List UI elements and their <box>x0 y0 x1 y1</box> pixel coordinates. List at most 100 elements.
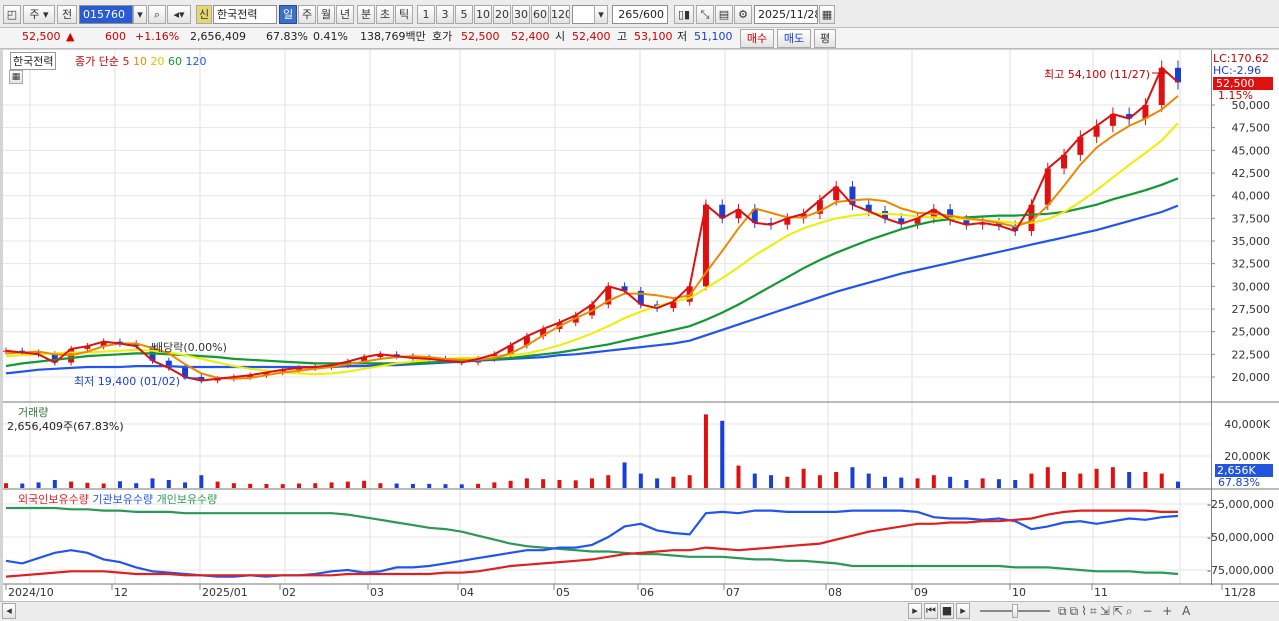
ma120-line <box>5 204 1179 375</box>
price-tick-label: 32,500 <box>1232 258 1271 271</box>
volume-bar <box>52 480 57 488</box>
candle-body <box>1109 114 1116 126</box>
volume-bar <box>703 414 708 488</box>
volume-bar <box>850 467 855 488</box>
volume-bar <box>1176 481 1180 488</box>
period-month[interactable]: 월 <box>317 5 335 24</box>
open-price: 52,400 <box>572 30 611 43</box>
stock-chart[interactable]: 20,000 22,500 25,000 27,500 30,000 32,500 35,0… <box>0 50 1279 601</box>
multiplier-30[interactable]: 30 <box>512 5 530 24</box>
stop-icon[interactable]: ■ <box>940 603 954 619</box>
candle-body <box>963 220 970 225</box>
candle-body <box>702 204 709 287</box>
x-tick-label: 04 <box>460 586 474 599</box>
ma10-label: 10 <box>132 55 147 68</box>
custom-period-dropdown-icon[interactable]: ▾ <box>594 5 608 24</box>
period-year[interactable]: 년 <box>336 5 354 24</box>
period-day[interactable]: 일 <box>279 5 297 24</box>
play-icon[interactable]: ▸ <box>956 603 970 619</box>
volume-bar <box>36 482 41 488</box>
code-type-select[interactable]: 주 ▾ <box>23 5 55 24</box>
volume-bar <box>1143 472 1148 488</box>
candle-body <box>540 328 547 337</box>
market-prefix-button[interactable]: 전 <box>57 5 77 24</box>
volume-bar <box>557 480 562 488</box>
volume-bar <box>1159 473 1164 488</box>
volume-bar <box>1013 480 1018 488</box>
period-minute[interactable]: 분 <box>357 5 375 24</box>
search-icon[interactable]: ⌕ <box>148 5 166 24</box>
current-price: 52,500 <box>22 30 61 43</box>
zoom-slider-handle[interactable] <box>1012 604 1018 618</box>
ask-price-1: 52,500 <box>461 30 500 43</box>
window-menu-icon[interactable]: ◰ <box>3 5 21 24</box>
volume-bar <box>817 475 822 488</box>
date-input[interactable]: 2025/11/28 <box>754 5 818 24</box>
candle-body <box>1012 225 1019 232</box>
individual-holding-label: 개인보유수량 <box>156 493 218 506</box>
price-tick-label: 50,000 <box>1232 99 1271 112</box>
bar-count-field[interactable]: 265/600 <box>612 5 668 24</box>
volume-bar <box>117 481 122 488</box>
period-tick[interactable]: 틱 <box>395 5 413 24</box>
volume-bar <box>329 482 334 488</box>
save-icon[interactable]: ▤ <box>715 5 733 24</box>
speaker-icon[interactable]: ◂▾ <box>167 5 191 24</box>
candle-body <box>898 218 905 224</box>
volume-bar <box>752 473 757 488</box>
multiplier-10[interactable]: 10 <box>474 5 492 24</box>
price-change-pct: +1.16% <box>135 30 180 43</box>
sell-button[interactable]: 매도 <box>777 29 811 48</box>
volume-bar <box>948 476 953 488</box>
scroll-right-icon[interactable]: ▸ <box>908 603 922 619</box>
volume-bar <box>769 475 774 488</box>
period-week[interactable]: 주 <box>298 5 316 24</box>
multiplier-120[interactable]: 120 <box>550 5 570 24</box>
multiplier-3[interactable]: 3 <box>436 5 454 24</box>
candle-type-icon[interactable]: ▯▮ <box>674 5 694 24</box>
candle-body <box>84 346 91 349</box>
candle-body <box>719 204 726 219</box>
rewind-icon[interactable]: ⏮ <box>924 603 938 619</box>
period-second[interactable]: 초 <box>376 5 394 24</box>
candle-body <box>165 360 172 368</box>
volume-bar <box>248 483 253 488</box>
multiplier-60[interactable]: 60 <box>531 5 549 24</box>
candle-body <box>133 343 140 347</box>
multiplier-5[interactable]: 5 <box>455 5 473 24</box>
horizontal-scrollbar[interactable]: ◂ ▸ ⏮ ■ ▸ ⧉⧉⌇⌗⇲⇱⌕ − + A <box>0 601 1279 621</box>
trade-amount: 138,769백만 <box>360 30 426 43</box>
holding-tick-label: -25,000,000 <box>1207 498 1274 511</box>
volume-bar <box>606 475 611 488</box>
candle-body <box>849 186 856 205</box>
volume-bar <box>134 483 139 488</box>
candle-body <box>784 218 791 225</box>
crosshair-icon[interactable]: ⤡ <box>696 5 714 24</box>
settings-gear-icon[interactable]: ⚙ <box>734 5 752 24</box>
high-label: 고 <box>617 30 628 43</box>
ask-label: 호가 <box>432 30 453 43</box>
stock-name-field[interactable]: 한국전력 <box>213 5 277 24</box>
volume-current-pct: 67.83% <box>1218 476 1260 489</box>
volume-bar <box>427 483 432 488</box>
volume-bar <box>671 476 676 488</box>
price-tick-label: 47,500 <box>1232 122 1271 135</box>
chart-plot-area[interactable] <box>3 50 1279 610</box>
table-icon[interactable]: ▦ <box>9 70 23 84</box>
candle-body <box>377 354 384 358</box>
average-button[interactable]: 평 <box>814 29 836 48</box>
low-annotation: 최저 19,400 (01/02) <box>74 375 181 388</box>
candle-body <box>1044 168 1051 205</box>
multiplier-20[interactable]: 20 <box>493 5 511 24</box>
price-axis <box>1211 50 1279 585</box>
stock-code-input[interactable]: 015760 <box>79 5 133 24</box>
candle-body <box>816 200 823 214</box>
multiplier-1[interactable]: 1 <box>417 5 435 24</box>
code-dropdown-icon[interactable]: ▾ <box>133 5 147 24</box>
drawing-tools-icon[interactable]: ⧉⧉⌇⌗⇲⇱⌕ − + A <box>1058 604 1194 618</box>
volume-bar <box>231 483 236 488</box>
buy-button[interactable]: 매수 <box>740 29 774 48</box>
calendar-icon[interactable]: ▦ <box>819 5 835 24</box>
volume-bar <box>1094 468 1099 488</box>
scroll-left-icon[interactable]: ◂ <box>2 603 16 619</box>
